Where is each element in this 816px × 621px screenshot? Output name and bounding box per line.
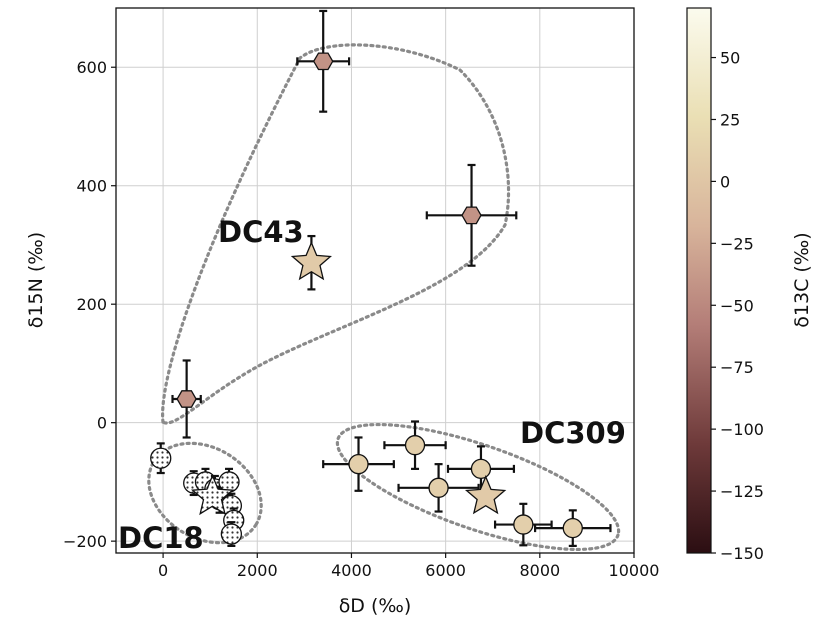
colorbar-tick-label: −25 — [720, 234, 754, 253]
point-dc43-hexagon — [296, 9, 351, 113]
point-dc18-dotted-star — [190, 474, 235, 516]
point-dc309-star — [464, 475, 507, 515]
group-label-dc43: DC43 — [218, 215, 304, 249]
point-dc18-dotted-circle — [150, 442, 172, 475]
star-marker — [290, 241, 332, 281]
colorbar-gradient — [686, 7, 712, 554]
hull-dc18 — [147, 441, 263, 545]
circle-marker — [562, 517, 583, 539]
colorbar-label: δ13C (‰) — [791, 232, 813, 327]
group-label-dc309: DC309 — [520, 416, 626, 450]
circle-marker — [470, 458, 492, 480]
y-tick-label: 400 — [76, 177, 107, 196]
circle-marker — [348, 453, 369, 475]
x-tick-label: 0 — [158, 561, 168, 580]
circle-marker — [404, 435, 426, 456]
point-dc43-hexagon — [171, 359, 202, 439]
x-axis-label: δD (‰) — [339, 595, 412, 617]
x-tick-label: 8000 — [519, 561, 560, 580]
point-dc18-dotted-circle — [220, 521, 243, 547]
axis-ticks: 0 2000 4000 6000 8000 10000 −200 0 200 400 600 — [63, 58, 659, 580]
point-dc309-circle — [383, 420, 447, 470]
hull-dc309 — [335, 422, 621, 552]
circle-marker — [513, 514, 534, 535]
hexagon-marker — [312, 52, 334, 71]
point-dc309-circle — [397, 463, 480, 513]
colorbar-tick-label: −50 — [720, 296, 754, 315]
dotted-circle-marker — [150, 447, 172, 469]
group-labels: DC43 DC309 DC18 — [118, 215, 626, 555]
x-tick-label: 6000 — [425, 561, 466, 580]
colorbar-tick-label: 25 — [720, 110, 740, 129]
point-dc43-star — [290, 234, 332, 291]
data-points — [150, 9, 612, 547]
group-label-dc18: DC18 — [118, 521, 204, 555]
y-tick-label: −200 — [63, 532, 107, 551]
x-tick-label: 4000 — [331, 561, 372, 580]
star-marker — [464, 475, 507, 515]
y-tick-label: 0 — [97, 414, 107, 433]
hexagon-marker — [176, 390, 197, 408]
colorbar-tick-label: 0 — [720, 172, 730, 191]
group-hulls — [147, 43, 621, 552]
point-dc309-circle — [446, 445, 516, 493]
y-tick-label: 600 — [76, 58, 107, 77]
circle-marker — [428, 477, 449, 498]
point-dc309-circle — [322, 436, 395, 492]
plot-frame — [115, 7, 635, 554]
y-axis-label: δ15N (‰) — [25, 232, 47, 328]
colorbar-tick-label: −125 — [720, 482, 764, 501]
point-dc43-hexagon — [425, 163, 518, 267]
colorbar-tick-label: 50 — [720, 49, 740, 68]
colorbar-tick-label: −100 — [720, 420, 764, 439]
dotted-star-marker — [190, 474, 235, 516]
dotted-circle-marker — [220, 523, 243, 545]
hull-dc43 — [161, 43, 511, 425]
y-tick-label: 200 — [76, 295, 107, 314]
hexagon-marker — [461, 206, 482, 225]
colorbar-ticks: 50 25 0 −25 −50 −75 −100 −125 −150 — [711, 49, 764, 563]
x-tick-label: 2000 — [237, 561, 278, 580]
colorbar-tick-label: −75 — [720, 358, 754, 377]
point-dc309-circle — [534, 509, 612, 547]
colorbar: 50 25 0 −25 −50 −75 −100 −125 −150 δ13C (‰) — [686, 7, 813, 563]
point-dc309-circle — [493, 502, 553, 547]
x-tick-label: 10000 — [609, 561, 660, 580]
colorbar-tick-label: −150 — [720, 544, 764, 563]
